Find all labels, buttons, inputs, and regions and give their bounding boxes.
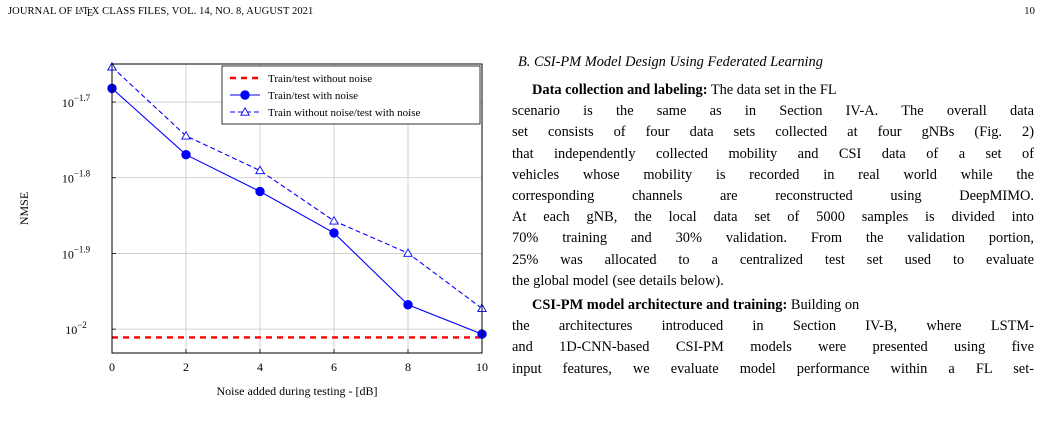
data-point-train-without-noise-test-with-noise bbox=[329, 215, 339, 225]
data-point-train-without-noise-test-with-noise bbox=[403, 248, 413, 257]
latex-logo: LATEX bbox=[75, 6, 100, 19]
chart-ticks: 0 2 4 6 8 10 10−1.7 10−1.8 10−1.9 10−2 bbox=[62, 93, 488, 374]
data-point-train-without-noise-test-with-noise bbox=[181, 130, 191, 140]
journal-title: JOURNAL OF LATEX CLASS FILES, VOL. 14, N… bbox=[8, 6, 314, 19]
text-line: 70% training and 30% validation. From th… bbox=[512, 230, 1034, 247]
paragraph-lead: Data collection and labeling: bbox=[532, 82, 708, 98]
data-point-train-without-noise-test-with-noise bbox=[255, 165, 265, 175]
plot-frame bbox=[111, 63, 483, 354]
series-line-train-test-with-noise bbox=[112, 87, 482, 335]
text-line: vehicles whose mobility is recorded in r… bbox=[512, 166, 1034, 183]
nmse-chart: 0 2 4 6 8 10 10−1.7 10−1.8 10−1.9 10−2 Train/test… bbox=[17, 61, 488, 398]
text-line: set consists of four data sets collected… bbox=[512, 124, 1034, 141]
text-column: B. CSI-PM Model Design Using Federated L… bbox=[512, 52, 1034, 380]
text-line: and 1D-CNN-based CSI-PM models were pres… bbox=[512, 339, 1034, 356]
text-line: 25% was allocated to a centralized test … bbox=[512, 251, 1034, 268]
chart-legend: Train/test without noise Train/test with … bbox=[221, 65, 481, 125]
page-number: 10 bbox=[1024, 6, 1035, 17]
legend-marker-train-test-with-noise bbox=[240, 90, 250, 100]
text-line: input features, we evaluate model perfor… bbox=[512, 360, 1034, 377]
text-line: Data collection and labeling: The data s… bbox=[532, 82, 837, 98]
text-line: that independently collected mobility an… bbox=[512, 145, 1034, 162]
text-line: scenario is the same as in Section IV-A.… bbox=[512, 103, 1034, 120]
y-tick-label: 10−1.7 bbox=[62, 93, 91, 110]
y-tick-label: 10−2 bbox=[65, 320, 87, 337]
legend-box bbox=[221, 65, 481, 125]
nmse-figure: 0 2 4 6 8 10 10−1.7 10−1.8 10−1.9 10−2 Train/test… bbox=[0, 40, 500, 440]
text-line: corresponding channels are reconstructed… bbox=[512, 188, 1034, 205]
section-heading: B. CSI-PM Model Design Using Federated L… bbox=[518, 54, 823, 70]
text-line: CSI-PM model architecture and training: … bbox=[532, 297, 860, 314]
series-line-train-without-noise-test-with-noise bbox=[112, 66, 482, 309]
data-point-train-test-with-noise bbox=[329, 228, 339, 238]
text-line: the architectures introduced in Section … bbox=[512, 318, 1034, 335]
x-axis-title: Noise added during testing - [dB] bbox=[217, 384, 378, 398]
running-header: JOURNAL OF LATEX CLASS FILES, VOL. 14, N… bbox=[8, 6, 1035, 20]
text-line: At each gNB, the local data set of 5000 … bbox=[512, 209, 1034, 226]
legend-label: Train/test with noise bbox=[268, 90, 358, 102]
paragraph-lead: CSI-PM model architecture and training: bbox=[532, 297, 788, 314]
chart-series bbox=[107, 61, 487, 339]
x-tick-label: 10 bbox=[476, 360, 488, 374]
data-point-train-test-with-noise bbox=[255, 186, 265, 197]
data-point-train-test-with-noise bbox=[403, 300, 413, 310]
paragraph-data-collection: Data collection and labeling: The data s… bbox=[512, 80, 1034, 292]
x-tick-label: 4 bbox=[257, 360, 263, 374]
legend-label: Train/test without noise bbox=[268, 73, 372, 85]
y-tick-label: 10−1.8 bbox=[62, 169, 91, 186]
x-tick-label: 2 bbox=[183, 360, 189, 374]
x-tick-label: 8 bbox=[405, 360, 411, 374]
y-axis-title: NMSE bbox=[17, 192, 31, 225]
x-tick-label: 6 bbox=[331, 360, 337, 374]
x-tick-label: 0 bbox=[109, 360, 115, 374]
y-tick-label: 10−1.9 bbox=[62, 244, 91, 261]
data-point-train-test-with-noise bbox=[181, 149, 191, 160]
paragraph-architecture: CSI-PM model architecture and training: … bbox=[512, 295, 1034, 380]
text-line: the global model (see details below). bbox=[512, 272, 724, 289]
legend-label: Train without noise/test with noise bbox=[268, 107, 420, 119]
legend-marker-train-without-noise-test-with-noise bbox=[240, 106, 250, 116]
